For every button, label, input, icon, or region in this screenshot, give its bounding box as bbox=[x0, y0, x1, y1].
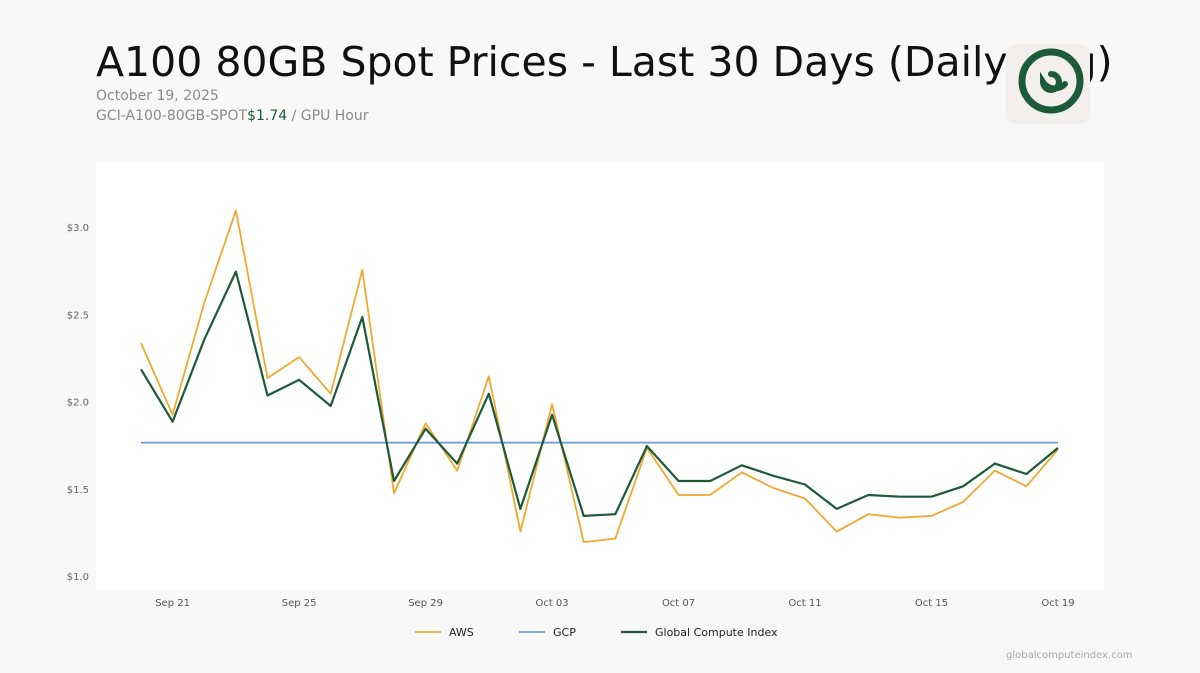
y-tick-label: $1.0 bbox=[67, 572, 89, 583]
x-tick-label: Sep 21 bbox=[155, 598, 190, 609]
source-footer: globalcomputeindex.com bbox=[1006, 650, 1133, 661]
y-tick-label: $1.5 bbox=[67, 485, 89, 496]
series-line-global-compute-index bbox=[140, 270, 1059, 518]
chart-title: A100 80GB Spot Prices - Last 30 Days (Da… bbox=[96, 38, 1113, 86]
y-tick-label: $2.5 bbox=[67, 310, 89, 321]
x-tick-label: Sep 29 bbox=[408, 598, 443, 609]
index-name: GCI-A100-80GB-SPOT bbox=[96, 108, 248, 124]
x-tick-label: Oct 15 bbox=[915, 598, 948, 609]
x-tick-label: Oct 11 bbox=[788, 598, 821, 609]
index-price-line: GCI-A100-80GB-SPOT$1.74 / GPU Hour bbox=[96, 108, 369, 124]
legend-label: Global Compute Index bbox=[655, 626, 778, 639]
series-line-aws bbox=[140, 209, 1059, 543]
x-tick-label: Oct 03 bbox=[535, 598, 568, 609]
x-tick-label: Oct 07 bbox=[662, 598, 695, 609]
x-axis-ticks: Sep 21 Sep 25 Sep 29 Oct 03 Oct 07 Oct 11 Oct … bbox=[155, 598, 1074, 609]
series-lines bbox=[140, 209, 1059, 543]
y-tick-label: $3.0 bbox=[67, 223, 89, 234]
chart-legend: AWS GCP Global Compute Index bbox=[415, 626, 778, 639]
y-tick-label: $2.0 bbox=[67, 398, 89, 409]
brand-logo bbox=[1006, 44, 1090, 124]
index-price: $1.74 bbox=[247, 108, 288, 124]
x-tick-label: Sep 25 bbox=[282, 598, 317, 609]
y-axis-ticks: $1.0 $1.5 $2.0 $2.5 $3.0 bbox=[67, 223, 89, 583]
plot-area bbox=[96, 161, 1104, 591]
legend-label: GCP bbox=[553, 626, 576, 639]
logo-outer-ring bbox=[1018, 48, 1084, 114]
price-unit: / GPU Hour bbox=[291, 108, 369, 124]
spiral-logo-icon bbox=[1018, 48, 1084, 114]
chart-date: October 19, 2025 bbox=[96, 88, 219, 104]
logo-inner-spiral bbox=[1039, 71, 1068, 93]
legend-label: AWS bbox=[449, 626, 474, 639]
x-tick-label: Oct 19 bbox=[1041, 598, 1074, 609]
